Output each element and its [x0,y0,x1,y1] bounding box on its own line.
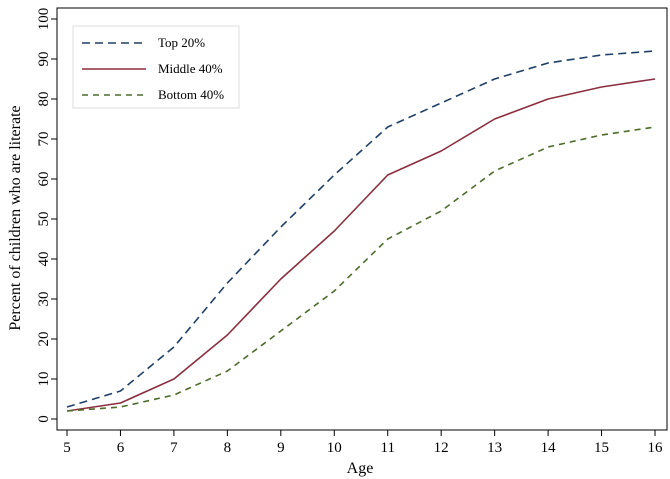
x-tick-label: 11 [381,440,395,456]
x-tick-label: 6 [117,440,125,456]
y-tick-label: 30 [36,292,52,307]
y-tick-label: 50 [36,212,52,227]
x-tick-label: 7 [170,440,178,456]
x-tick-label: 5 [63,440,71,456]
series-line-bottom-40 [66,126,656,412]
y-tick-label: 100 [36,8,52,31]
y-tick-label: 80 [36,92,52,107]
series-line-top-20 [66,50,656,408]
x-axis: 5 6 7 8 9 10 11 12 13 14 15 16 [63,430,663,456]
x-tick-label: 15 [594,440,609,456]
y-tick-label: 20 [36,332,52,347]
x-tick-label: 12 [434,440,449,456]
y-tick-label: 60 [36,172,52,187]
legend-label: Top 20% [158,35,205,50]
series-layer [66,50,656,412]
legend-label: Middle 40% [158,61,223,76]
y-tick-label: 40 [36,252,52,267]
x-axis-title: Age [347,460,374,477]
y-tick-label: 0 [36,415,52,423]
x-tick-label: 13 [487,440,502,456]
x-tick-label: 9 [277,440,285,456]
y-tick-label: 10 [36,372,52,387]
legend-label: Bottom 40% [158,87,224,102]
y-axis: 0 10 20 30 40 50 60 70 80 90 100 [36,8,57,423]
y-tick-label: 90 [36,52,52,67]
x-tick-label: 10 [327,440,342,456]
legend: Top 20% Middle 40% Bottom 40% [72,25,240,109]
x-tick-label: 14 [541,440,557,456]
y-axis-title: Percent of children who are literate [7,105,24,330]
series-line-middle-40 [66,78,656,412]
x-tick-label: 16 [648,440,664,456]
x-tick-label: 8 [224,440,232,456]
y-tick-label: 70 [36,132,52,147]
legend-box [72,25,240,109]
